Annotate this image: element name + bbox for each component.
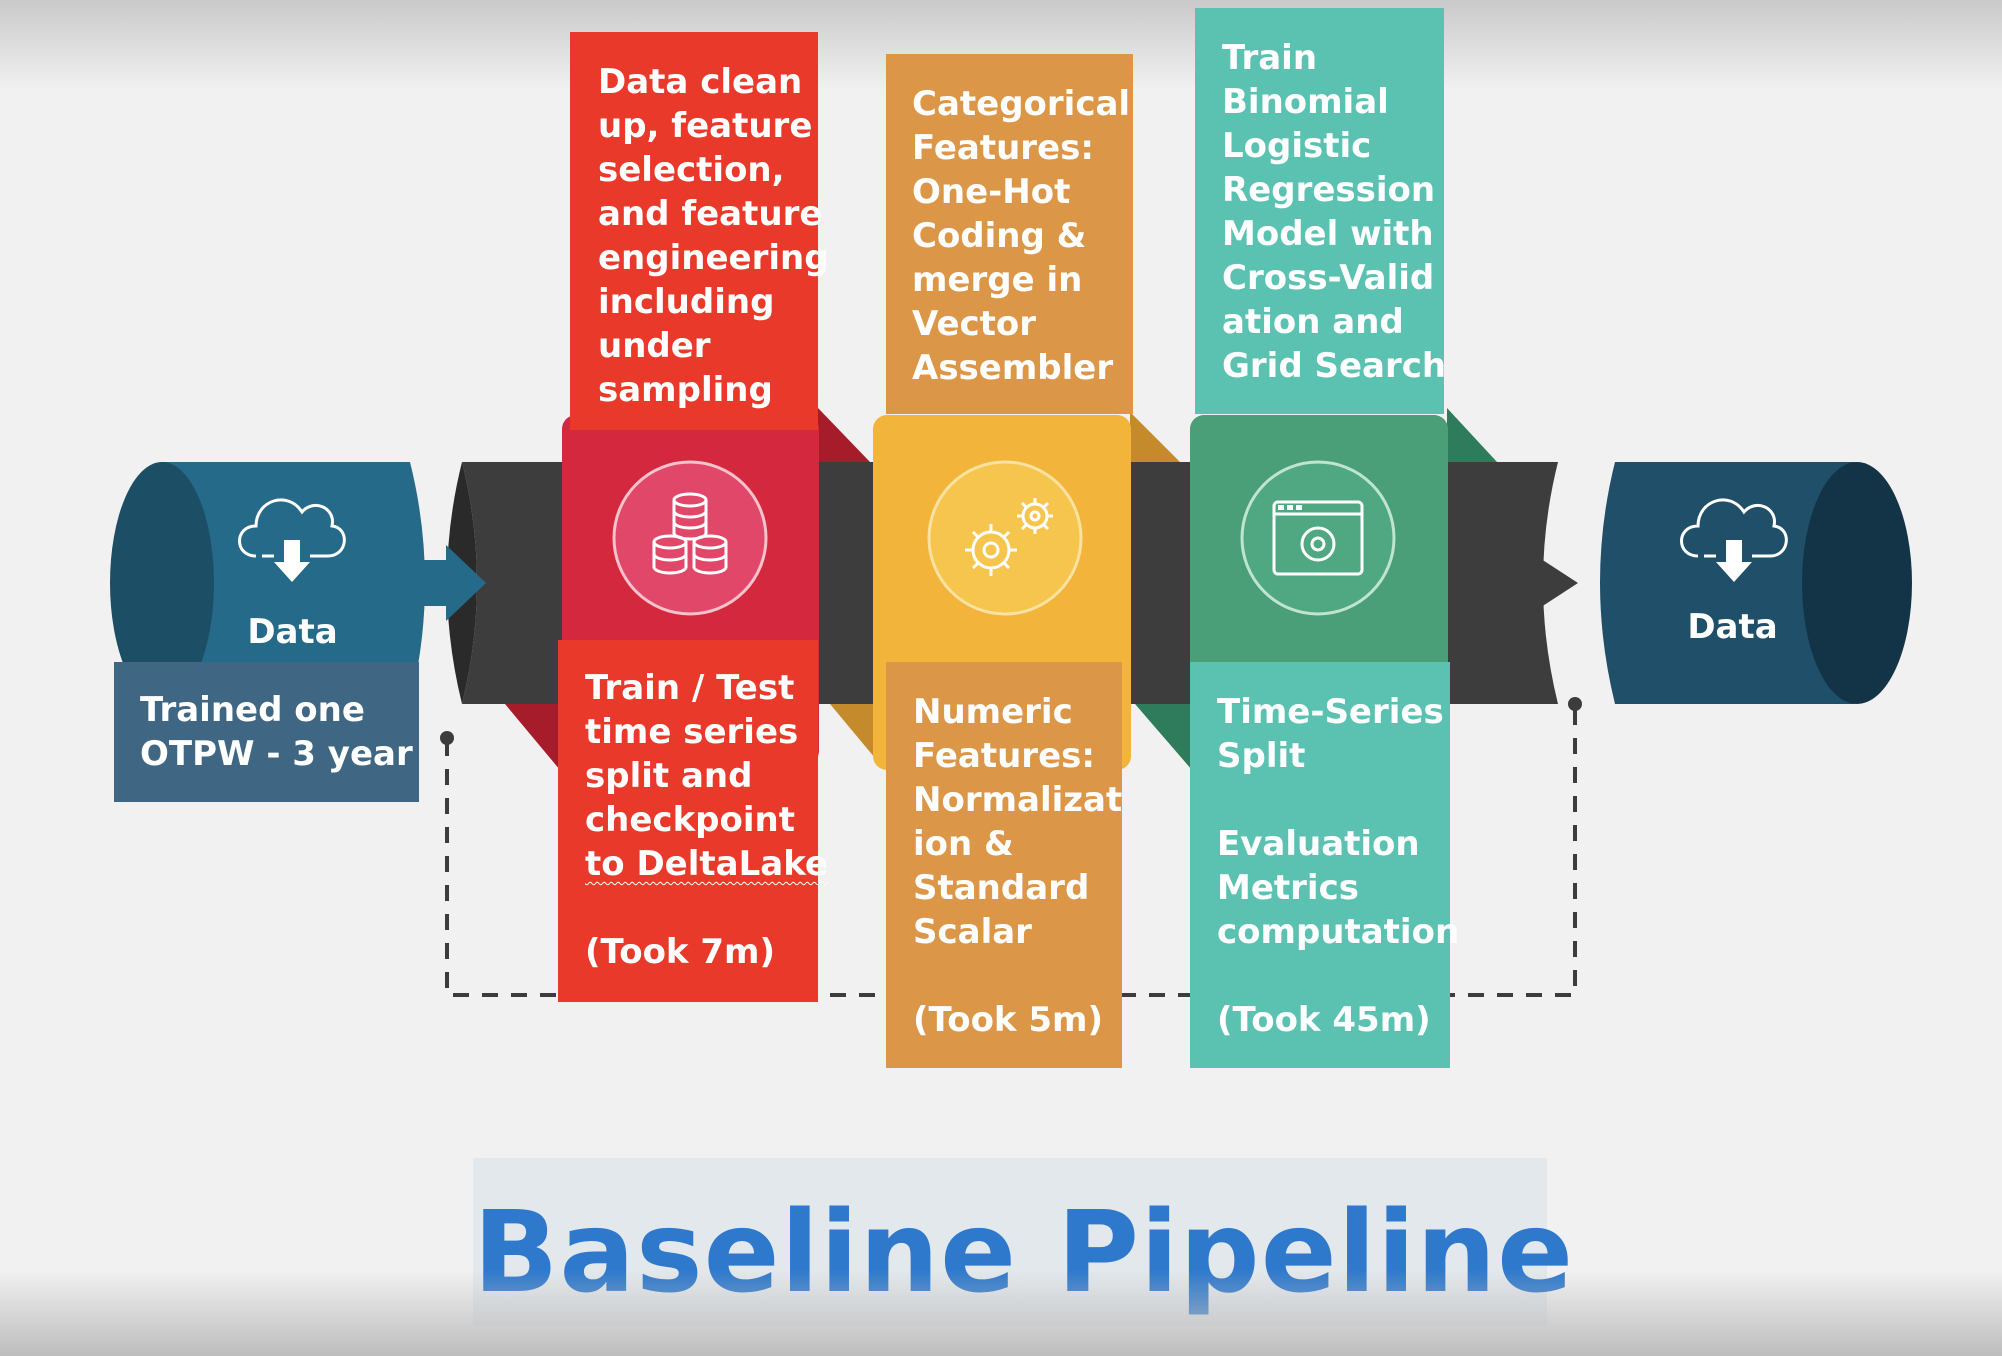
bottom-shade (0, 1270, 2002, 1356)
source-caption: Trained one OTPW - 3 year (114, 662, 419, 802)
sink-cloud-download-icon (1680, 498, 1788, 582)
stage-1-top-line: Data clean (598, 62, 803, 102)
stage-1-top-line: up, feature (598, 106, 813, 146)
source-label: Data (247, 612, 338, 652)
stage-3-top-line: Grid Search (1222, 346, 1447, 386)
stage-3-top-line: Binomial (1222, 82, 1389, 122)
stage-1-top-line: selection, (598, 150, 785, 190)
database-icon (612, 460, 768, 616)
stage-1-fold-bottom (505, 704, 560, 770)
stage-1-top-line: engineering (598, 238, 829, 278)
gears-icon (927, 460, 1083, 616)
stage-3-bottom-line (1217, 954, 1450, 998)
stage-3-bottom-line: computation (1217, 912, 1460, 952)
stage-1-bottom-line: (Took 7m) (585, 932, 776, 972)
stage-3-bottom-line: (Took 45m) (1217, 1000, 1431, 1040)
stage-3-top-line: Regression (1222, 170, 1436, 210)
source-cylinder (110, 462, 425, 704)
stage-1-bottom-line: Train / Test (585, 668, 795, 708)
stage-1-bottom-line: time series (585, 712, 799, 752)
stage-3-fold-bottom (1135, 704, 1192, 770)
stage-1-top-line: sampling (598, 370, 773, 410)
stage-2-bottom-line: ion & (913, 824, 1014, 864)
stage-1-top-line: including (598, 282, 775, 322)
stage-2-top-line: Coding & (912, 216, 1087, 256)
stage-3-bottom-box: Time-Series Split Evaluation Metrics com… (1190, 662, 1460, 1068)
stage-2-fold-bottom (830, 704, 885, 770)
sink-cylinder (1600, 462, 1912, 704)
stage-1-top-line: under (598, 326, 711, 366)
stage-2-bottom-line: Standard (913, 868, 1090, 908)
stage-2-fold-top (1130, 412, 1180, 462)
stage-3-top-box: Train Binomial Logistic Regression Model… (1195, 8, 1447, 414)
stage-2-top-box: Categorical Features: One-Hot Coding & m… (886, 54, 1133, 414)
feedback-loop-start-dot (440, 731, 454, 745)
stage-1-top-box: Data clean up, feature selection, and fe… (570, 32, 829, 430)
sink-arrow (1535, 555, 1578, 611)
stage-3-bottom-line: Time-Series (1217, 692, 1444, 732)
stage-1-bottom-line (585, 886, 818, 930)
feedback-loop-end-dot (1568, 697, 1582, 711)
stage-2-bottom-box: Numeric Features: Normalizat ion & Stand… (886, 662, 1122, 1068)
stage-2-top-line: merge in (912, 260, 1083, 300)
stage-2-bottom-line: Normalizat (913, 780, 1123, 820)
stage-3-top-line: ation and (1222, 302, 1404, 342)
stage-3-bottom-line: Metrics (1217, 868, 1359, 908)
stage-1-bottom-line: split and (585, 756, 753, 796)
source-arrow (418, 545, 486, 621)
source-caption-line: Trained one (140, 690, 365, 730)
stage-3-bottom-line: Evaluation (1217, 824, 1420, 864)
stage-2-bottom-line: Features: (913, 736, 1095, 776)
browser-settings-icon (1240, 460, 1396, 616)
source-caption-line: OTPW - 3 year (140, 734, 413, 774)
source-cloud-download-icon (238, 498, 346, 582)
stage-1-bottom-line: checkpoint (585, 800, 795, 840)
stage-1-top-line: and feature (598, 194, 823, 234)
stage-2-top-line: Vector (912, 304, 1037, 344)
stage-2-top-line: Assembler (912, 348, 1114, 388)
stage-2-bottom-line: (Took 5m) (913, 1000, 1104, 1040)
stage-3-bottom-line (1217, 778, 1450, 822)
stage-1-bottom-box: Train / Test time series split and check… (558, 640, 828, 1002)
stage-3-top-line: Cross-Valid (1222, 258, 1435, 298)
stage-1-bottom-line: to DeltaLake (585, 844, 828, 884)
stage-1-fold-top (818, 408, 870, 462)
stage-3-top-line: Logistic (1222, 126, 1372, 166)
stage-2-top-line: Features: (912, 128, 1094, 168)
stage-3-top-line: Train (1222, 38, 1318, 78)
stage-3-bottom-line: Split (1217, 736, 1306, 776)
stage-2-bottom-line: Scalar (913, 912, 1032, 952)
stage-2-bottom-line (913, 954, 1122, 998)
stage-2-top-line: One-Hot (912, 172, 1071, 212)
stage-3-top-line: Model with (1222, 214, 1434, 254)
stage-3-fold-top (1447, 408, 1497, 462)
stage-2-bottom-line: Numeric (913, 692, 1073, 732)
stage-2-top-line: Categorical (912, 84, 1131, 124)
sink-label: Data (1687, 607, 1778, 647)
